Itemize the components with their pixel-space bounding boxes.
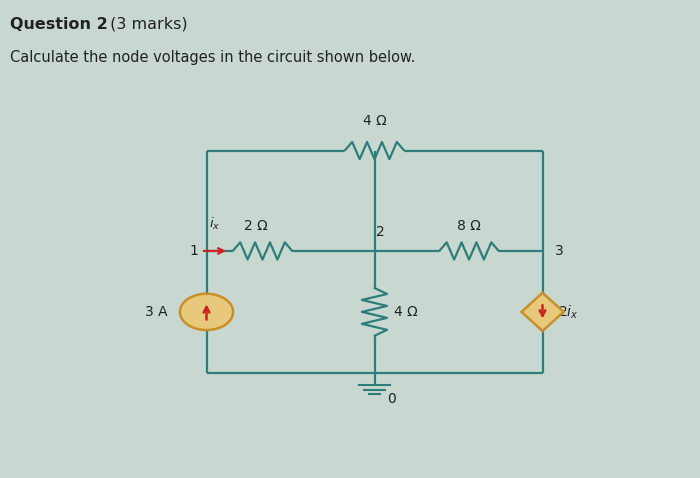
Text: 2 Ω: 2 Ω bbox=[244, 219, 267, 233]
Text: 3: 3 bbox=[555, 244, 564, 258]
Text: Question 2: Question 2 bbox=[10, 17, 109, 32]
Text: Calculate the node voltages in the circuit shown below.: Calculate the node voltages in the circu… bbox=[10, 50, 416, 65]
Text: 4 Ω: 4 Ω bbox=[363, 114, 386, 128]
Text: 3 A: 3 A bbox=[146, 305, 168, 319]
Text: $i_x$: $i_x$ bbox=[209, 216, 220, 232]
Text: 8 Ω: 8 Ω bbox=[457, 219, 481, 233]
Text: 2: 2 bbox=[376, 225, 384, 239]
Circle shape bbox=[180, 293, 233, 330]
Text: (3 marks): (3 marks) bbox=[105, 17, 188, 32]
Text: 1: 1 bbox=[189, 244, 198, 258]
Text: 4 Ω: 4 Ω bbox=[394, 305, 418, 319]
Text: $2i_x$: $2i_x$ bbox=[558, 303, 578, 321]
Polygon shape bbox=[522, 293, 564, 331]
Text: 0: 0 bbox=[387, 392, 396, 406]
